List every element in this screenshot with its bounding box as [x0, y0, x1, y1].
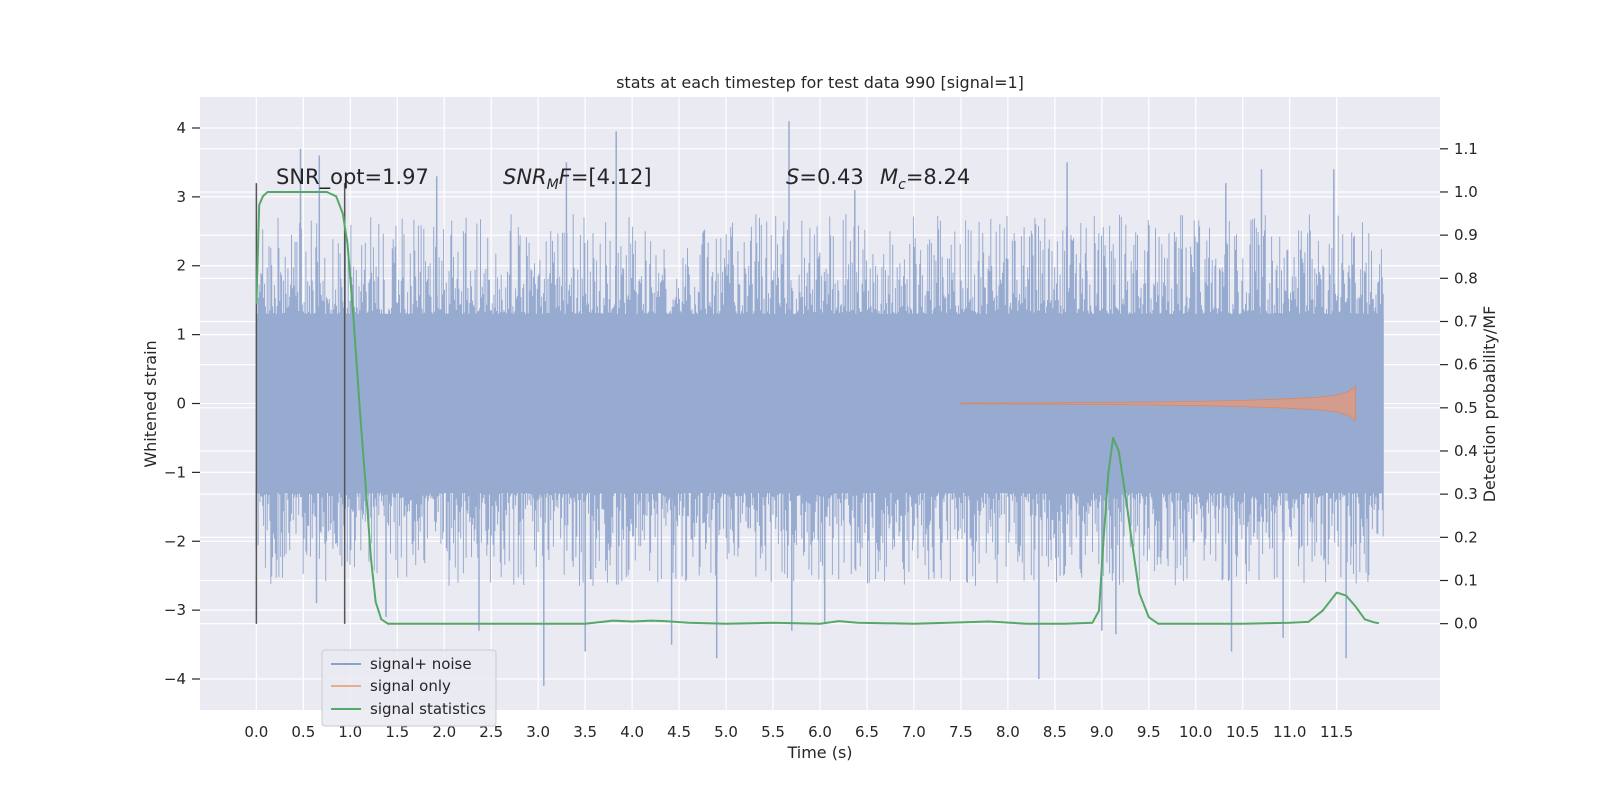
x-tick-label: 9.5	[1137, 723, 1161, 741]
legend-entry-signal-statistics: signal statistics	[370, 700, 486, 718]
y2-tick-label: 1.0	[1454, 183, 1478, 201]
snr-mf-f: F	[559, 165, 572, 189]
y-tick-label: 4	[176, 119, 186, 137]
y2-tick-label: 0.4	[1454, 442, 1478, 460]
legend-entry-signal-only: signal only	[370, 677, 451, 695]
y2-tick-label: 0.7	[1454, 312, 1478, 330]
snr-mf-label: SNR	[503, 165, 547, 189]
s-value: =0.43	[799, 165, 863, 189]
legend-box	[321, 649, 497, 727]
y2-tick-label: 0.0	[1454, 615, 1478, 633]
snr-mf-subscript: M	[547, 177, 559, 193]
y-tick-label: 3	[176, 188, 186, 206]
y-tick-label: 2	[176, 257, 186, 275]
x-tick-label: 0.5	[291, 723, 315, 741]
x-tick-label: 9.0	[1090, 723, 1114, 741]
snr-opt-annotation: SNR_opt=1.97	[276, 165, 429, 190]
x-tick-label: 3.5	[573, 723, 597, 741]
y-tick-label: 0	[176, 395, 186, 413]
y-tick-label: 1	[176, 326, 186, 344]
x-tick-label: 6.0	[808, 723, 832, 741]
x-tick-label: 1.5	[385, 723, 409, 741]
x-tick-label: 8.5	[1043, 723, 1067, 741]
x-tick-label: 5.5	[761, 723, 785, 741]
x-tick-label: 7.0	[902, 723, 926, 741]
s-label: S	[786, 165, 799, 189]
x-tick-label: 5.0	[714, 723, 738, 741]
y2-tick-label: 0.2	[1454, 528, 1478, 546]
x-tick-label: 10.5	[1226, 723, 1259, 741]
x-axis-label: Time (s)	[786, 743, 852, 762]
y-axis-ticks: 4 3 2 1 0 −1 −2 −3 −4	[164, 119, 200, 688]
y-tick-label: −4	[164, 670, 186, 688]
y2-axis-label: Detection probability/MF	[1480, 306, 1499, 503]
signal-statistics-series	[255, 191, 1380, 625]
x-tick-label: 2.0	[432, 723, 456, 741]
y2-axis-ticks: 1.1 1.0 0.9 0.8 0.7 0.6 0.5 0.4 0.3 0.2 0.1 0.0	[1440, 140, 1478, 633]
mc-value: =8.24	[906, 165, 970, 189]
y2-tick-label: 0.5	[1454, 399, 1478, 417]
y2-tick-label: 1.1	[1454, 140, 1478, 158]
snr-mf-value: =[4.12]	[571, 165, 652, 189]
y-tick-label: −3	[164, 601, 186, 619]
x-tick-label: 4.5	[667, 723, 691, 741]
y-tick-label: −1	[164, 463, 186, 481]
legend: signal+ noise signal only signal statist…	[321, 649, 497, 727]
mc-annotation: Mc=8.24	[880, 165, 970, 193]
y2-tick-label: 0.8	[1454, 269, 1478, 287]
y2-tick-label: 0.9	[1454, 226, 1478, 244]
x-axis-ticks: 0.0 0.5 1.0 1.5 2.0 2.5 3.0 3.5 4.0 4.5 5.0 5.5 6.0 6…	[244, 723, 1353, 741]
statistics-line	[255, 191, 1380, 625]
x-tick-label: 2.5	[479, 723, 503, 741]
x-tick-label: 8.0	[996, 723, 1020, 741]
x-tick-label: 11.5	[1320, 723, 1353, 741]
snr-mf-annotation: SNRMF=[4.12]	[503, 165, 652, 193]
mc-label: M	[880, 165, 898, 189]
y2-tick-label: 0.1	[1454, 571, 1478, 589]
signal-only-series	[960, 385, 1356, 422]
mc-subscript: c	[898, 177, 906, 193]
x-tick-label: 6.5	[855, 723, 879, 741]
y2-tick-label: 0.3	[1454, 485, 1478, 503]
y-tick-label: −2	[164, 532, 186, 550]
y2-tick-label: 0.6	[1454, 356, 1478, 374]
x-tick-label: 7.5	[949, 723, 973, 741]
x-tick-label: 11.0	[1273, 723, 1306, 741]
x-tick-label: 10.0	[1179, 723, 1212, 741]
chart-title: stats at each timestep for test data 990…	[616, 73, 1024, 92]
x-tick-label: 4.0	[620, 723, 644, 741]
window-markers	[255, 183, 346, 624]
noise-spikes	[255, 121, 1347, 686]
s-annotation: S=0.43	[786, 165, 864, 189]
x-tick-label: 3.0	[526, 723, 550, 741]
x-tick-label: 0.0	[244, 723, 268, 741]
y-axis-label: Whitened strain	[141, 340, 160, 467]
x-tick-label: 1.0	[338, 723, 362, 741]
legend-entry-signal-noise: signal+ noise	[370, 655, 472, 673]
signal-chirp	[960, 385, 1356, 422]
